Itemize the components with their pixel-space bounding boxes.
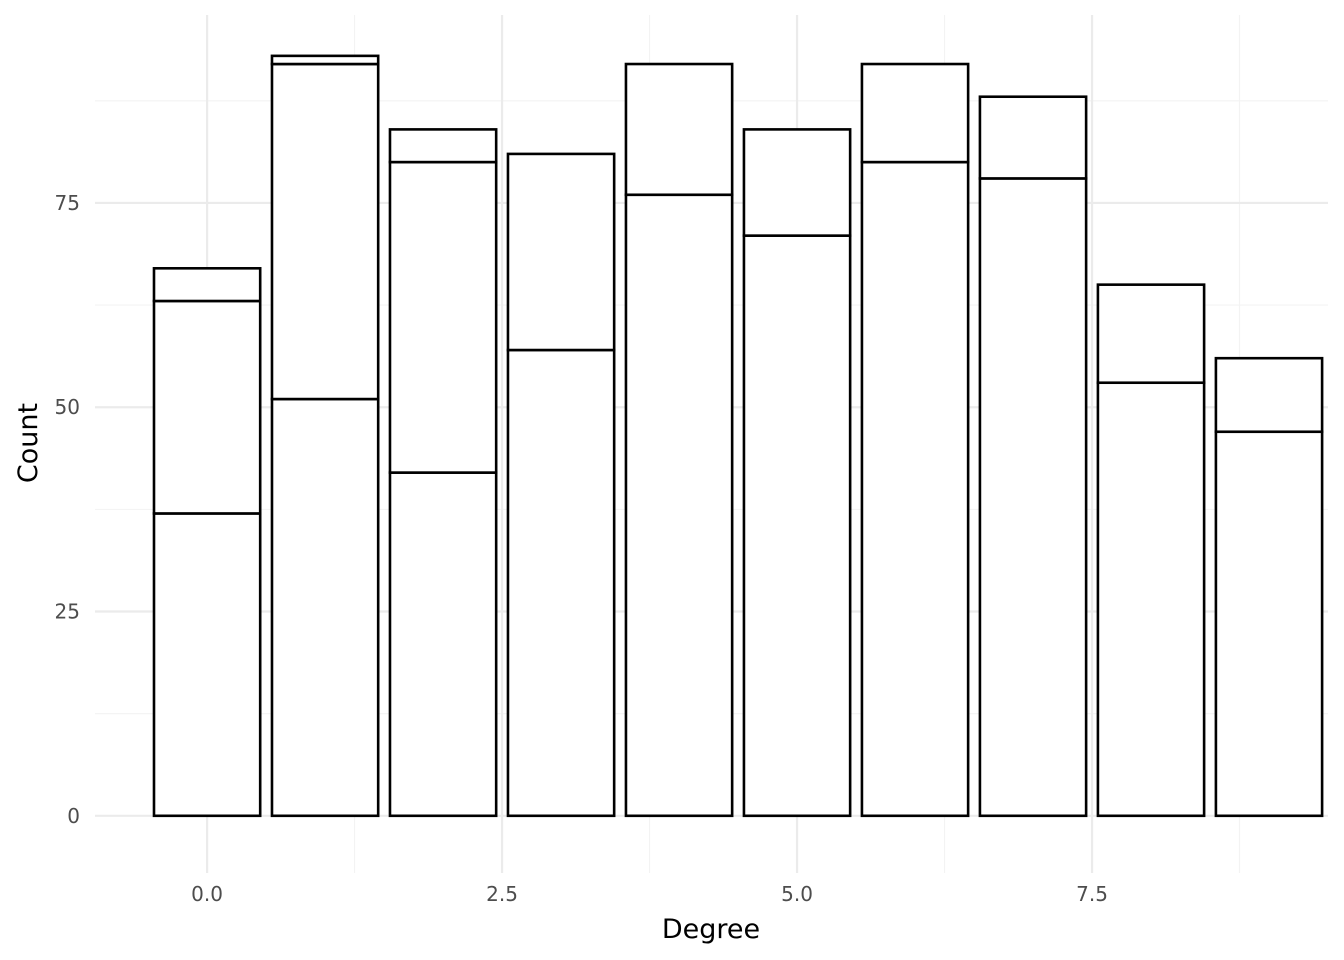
y-tick-label: 25 [55, 600, 80, 624]
tick-labels: 0.0 2.5 5.0 7.5 0 25 50 75 [55, 191, 1108, 906]
x-tick-label: 7.5 [1076, 882, 1108, 906]
bar-segment [506, 348, 616, 818]
x-axis-title: Degree [662, 914, 760, 945]
y-tick-label: 75 [55, 191, 80, 215]
y-tick-label: 50 [55, 395, 80, 419]
bar-segment [860, 160, 970, 818]
bar-segment [978, 95, 1088, 180]
bar-segment [270, 397, 380, 818]
bar-segment [742, 234, 852, 818]
bar-segment [742, 128, 852, 237]
bar-segment [506, 152, 616, 352]
bar-segment [1214, 356, 1324, 434]
bar-segment [152, 299, 262, 515]
bar-segment [624, 193, 734, 818]
bar-segment [152, 267, 262, 303]
x-tick-label: 0.0 [191, 882, 223, 906]
bar-segment [1214, 430, 1324, 818]
y-tick-label: 0 [67, 804, 80, 828]
bar-segment [270, 54, 380, 66]
bar-segment [152, 512, 262, 818]
x-tick-label: 2.5 [486, 882, 518, 906]
bars [152, 54, 1324, 818]
bar-segment [388, 160, 498, 474]
y-axis-title: Count [13, 403, 44, 483]
bar-segment [1096, 283, 1206, 385]
bar-segment [270, 62, 380, 401]
bar-segment [388, 471, 498, 818]
bar-segment [1096, 381, 1206, 818]
bar-segment [860, 62, 970, 164]
bar-segment [624, 62, 734, 197]
bar-segment [978, 177, 1088, 818]
bar-segment [388, 128, 498, 164]
x-tick-label: 5.0 [781, 882, 813, 906]
